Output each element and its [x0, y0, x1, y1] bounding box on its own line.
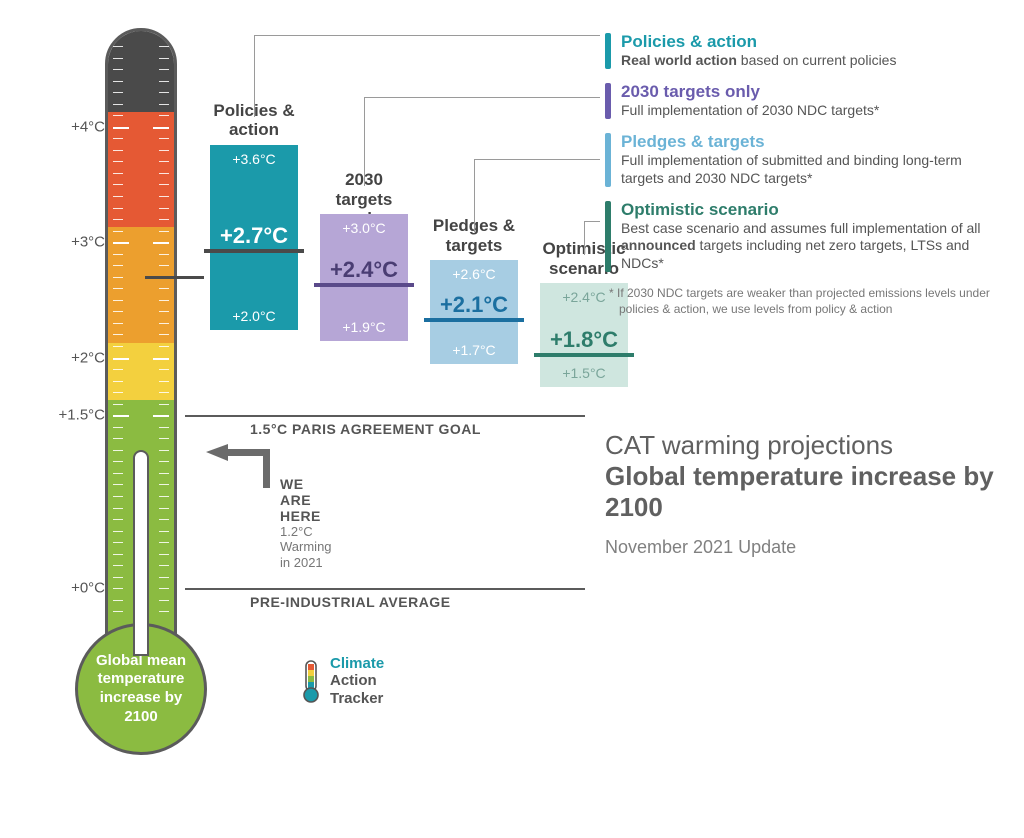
legend-description: Best case scenario and assumes full impl… — [621, 220, 1005, 273]
legend-item-targets2030: 2030 targets only Full implementation of… — [605, 83, 1005, 119]
legend-item-pledges: Pledges & targets Full implementation of… — [605, 133, 1005, 187]
reference-line-label: 1.5°C PARIS AGREEMENT GOAL — [250, 421, 481, 437]
subtitle: November 2021 Update — [605, 537, 1005, 558]
we-are-here-sub1: 1.2°C Warming — [280, 524, 332, 555]
we-are-here-sub2: in 2021 — [280, 555, 332, 571]
scenario-low-label: +1.7°C — [430, 342, 518, 358]
we-are-here-headline: WE ARE HERE — [280, 476, 332, 524]
legend-swatch — [605, 133, 611, 187]
axis-tick-label: +1.5°C — [59, 407, 105, 424]
infographic-root: Global mean temperature increase by 2100… — [0, 0, 1024, 838]
thermometer-segment — [108, 343, 174, 401]
legend-connector-h — [254, 35, 600, 36]
legend-swatch — [605, 33, 611, 69]
title-block: CAT warming projections Global temperatu… — [605, 430, 1005, 558]
logo-line-1: Climate — [330, 655, 384, 672]
scenario-low-label: +1.9°C — [320, 319, 408, 335]
logo-line-2: Action — [330, 672, 384, 689]
title-line2: Global temperature increase by 2100 — [605, 461, 1005, 523]
legend-title: Policies & action — [621, 33, 896, 52]
cat-logo-icon — [300, 659, 322, 703]
scenario-bar-pledges: Pledges & targets+2.6°C+1.7°C+2.1°C — [430, 0, 518, 620]
thermometer-segment — [108, 227, 174, 342]
title-line1: CAT warming projections — [605, 430, 1005, 461]
thermometer-segment — [108, 31, 174, 112]
legend-swatch — [605, 201, 611, 272]
legend-title: Optimistic scenario — [621, 201, 1005, 220]
cat-logo: Climate Action Tracker — [300, 655, 384, 707]
legend-description: Full implementation of 2030 NDC targets* — [621, 102, 879, 120]
legend-connector-v — [584, 221, 585, 255]
cat-logo-text: Climate Action Tracker — [330, 655, 384, 707]
legend-connector-v — [474, 159, 475, 232]
legend-item-optimistic: Optimistic scenario Best case scenario a… — [605, 201, 1005, 272]
scenario-central-line — [424, 318, 524, 322]
thermometer-segment — [108, 112, 174, 227]
legend-footnote: * If 2030 NDC targets are weaker than pr… — [605, 286, 1005, 317]
thermometer-axis-labels: +0°C +1.5°C +2°C +3°C +4°C — [50, 28, 105, 648]
legend-connector-h — [474, 159, 600, 160]
legend-item-policies: Policies & action Real world action base… — [605, 33, 1005, 69]
axis-tick-label: +4°C — [71, 118, 105, 135]
legend-title: Pledges & targets — [621, 133, 1005, 152]
scenario-high-label: +3.6°C — [210, 151, 298, 167]
legend-description: Real world action based on current polic… — [621, 52, 896, 70]
mercury-current-indicator — [133, 450, 149, 656]
axis-tick-label: +3°C — [71, 234, 105, 251]
axis-tick-label: +2°C — [71, 349, 105, 366]
scenario-central-label: +2.1°C — [424, 290, 524, 318]
logo-line-3: Tracker — [330, 690, 384, 707]
scenario-low-label: +1.5°C — [540, 365, 628, 381]
connector-to-thermometer — [145, 276, 204, 279]
reference-line — [185, 588, 585, 590]
scenario-central-label: +2.7°C — [204, 221, 304, 249]
scenario-low-label: +2.0°C — [210, 308, 298, 324]
reference-line-label: PRE-INDUSTRIAL AVERAGE — [250, 594, 451, 610]
legend-description: Full implementation of submitted and bin… — [621, 152, 1005, 187]
legend-connector-h — [364, 97, 600, 98]
thermometer: Global mean temperature increase by 2100… — [45, 28, 205, 808]
legend: Policies & action Real world action base… — [605, 33, 1005, 317]
axis-tick-label: +0°C — [71, 580, 105, 597]
bulb-label: Global mean temperature increase by 2100 — [92, 652, 190, 727]
scenario-high-label: +2.6°C — [430, 266, 518, 282]
scenario-bar-targets2030: 2030 targets only+3.0°C+1.9°C+2.4°C — [320, 0, 408, 620]
scenario-central-line — [534, 353, 634, 357]
scenario-central-label: +1.8°C — [534, 325, 634, 353]
scenario-central-label: +2.4°C — [314, 255, 414, 283]
legend-connector-v — [364, 97, 365, 186]
legend-connector-h — [584, 221, 600, 222]
reference-line — [185, 415, 585, 417]
scenario-central-line — [314, 283, 414, 287]
legend-swatch — [605, 83, 611, 119]
scenario-central-line — [204, 249, 304, 253]
legend-title: 2030 targets only — [621, 83, 879, 102]
scenario-high-label: +3.0°C — [320, 220, 408, 236]
legend-connector-v — [254, 35, 255, 117]
